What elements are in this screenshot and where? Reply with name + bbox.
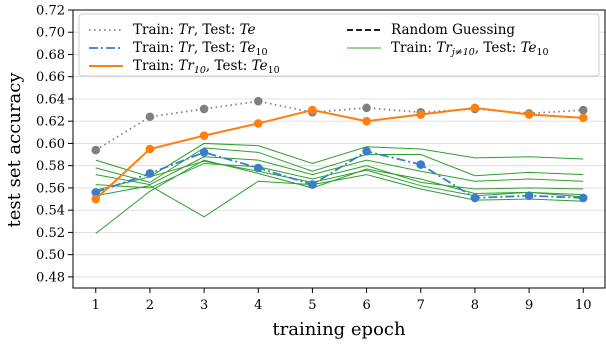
y-tick-label: 0.60 xyxy=(36,137,65,152)
point-train-tr-test-te10 xyxy=(145,169,155,178)
x-tick-label: 9 xyxy=(525,298,533,313)
series-line-train-tr10-test-te10 xyxy=(95,106,584,200)
legend-label-tr_te10: Train: Tr, Test: Te10 xyxy=(133,40,268,58)
series-line-trj-2 xyxy=(95,147,584,183)
point-train-tr10-test-te10 xyxy=(524,110,534,119)
point-train-tr10-test-te10 xyxy=(91,194,101,204)
series-line-trj-1 xyxy=(95,142,584,178)
series-line-train-tr-test-te xyxy=(95,100,584,151)
ticks-layer: 0.48 0.50 0.52 0.54 0.56 0.58 0.60 0.62 0.64 0.66… xyxy=(36,4,591,314)
series-layer xyxy=(91,96,588,234)
point-train-tr-test-te xyxy=(199,104,209,114)
point-train-tr10-test-te10 xyxy=(308,105,317,115)
legend: Train: Tr, Test: Te Train: Tr, Test: Te10… xyxy=(78,13,600,77)
y-tick-label: 0.70 xyxy=(36,26,65,41)
series-line-trj-6 xyxy=(95,174,584,218)
point-train-tr-test-te xyxy=(578,105,588,115)
point-train-tr10-test-te10 xyxy=(470,103,480,113)
x-tick-label: 10 xyxy=(575,298,592,313)
point-train-tr-test-te10 xyxy=(416,160,426,169)
x-tick-label: 3 xyxy=(200,298,208,313)
legend-box xyxy=(78,13,600,77)
x-tick-label: 1 xyxy=(92,298,100,313)
legend-label-tr10_te10: Train: Tr10, Test: Te10 xyxy=(133,58,280,76)
series-line-trj-7 xyxy=(95,159,584,234)
y-tick-label: 0.58 xyxy=(36,159,65,174)
y-tick-label: 0.72 xyxy=(36,4,65,19)
x-tick-label: 6 xyxy=(362,298,370,313)
y-tick-label: 0.50 xyxy=(36,248,65,263)
y-tick-label: 0.68 xyxy=(36,48,65,63)
y-tick-label: 0.62 xyxy=(36,115,65,130)
x-axis-title: training epoch xyxy=(272,319,406,340)
x-tick-label: 7 xyxy=(417,298,425,313)
y-axis-title: test set accuracy xyxy=(4,72,25,228)
point-train-tr-test-te10 xyxy=(470,193,480,203)
point-train-tr10-test-te10 xyxy=(253,119,263,128)
y-tick-label: 0.54 xyxy=(36,204,65,219)
point-train-tr10-test-te10 xyxy=(145,144,155,154)
point-train-tr-test-te xyxy=(362,103,371,113)
legend-label-trj: Train: Trj≠10, Test: Te10 xyxy=(391,40,549,58)
x-tick-label: 4 xyxy=(254,298,262,313)
y-tick-label: 0.66 xyxy=(36,70,65,85)
y-tick-label: 0.52 xyxy=(36,226,65,241)
point-train-tr-test-te10 xyxy=(308,180,317,189)
point-train-tr-test-te xyxy=(91,145,101,155)
point-train-tr10-test-te10 xyxy=(199,131,209,140)
series-line-trj-5 xyxy=(95,160,584,197)
point-train-tr10-test-te10 xyxy=(362,116,371,126)
point-train-tr-test-te10 xyxy=(91,188,101,197)
point-train-tr-test-te xyxy=(145,112,155,122)
point-train-tr10-test-te10 xyxy=(578,113,588,123)
point-train-tr-test-te10 xyxy=(199,148,209,157)
legend-label-random: Random Guessing xyxy=(391,22,515,38)
point-train-tr-test-te10 xyxy=(578,193,588,203)
point-train-tr-test-te10 xyxy=(362,146,371,156)
point-train-tr-test-te10 xyxy=(253,163,263,173)
series-line-train-tr-test-te10 xyxy=(95,150,584,199)
point-train-tr-test-te10 xyxy=(524,191,534,201)
plot-frame xyxy=(72,9,606,289)
x-tick-label: 5 xyxy=(308,298,316,313)
point-train-tr10-test-te10 xyxy=(416,110,426,119)
x-tick-label: 2 xyxy=(146,298,154,313)
y-tick-label: 0.48 xyxy=(36,270,65,285)
y-tick-label: 0.64 xyxy=(36,92,65,107)
y-tick-label: 0.56 xyxy=(36,181,65,196)
x-tick-label: 8 xyxy=(471,298,479,313)
axes-layer xyxy=(72,9,606,289)
legend-label-tr_te: Train: Tr, Test: Te xyxy=(133,22,256,38)
point-train-tr-test-te xyxy=(253,96,263,106)
